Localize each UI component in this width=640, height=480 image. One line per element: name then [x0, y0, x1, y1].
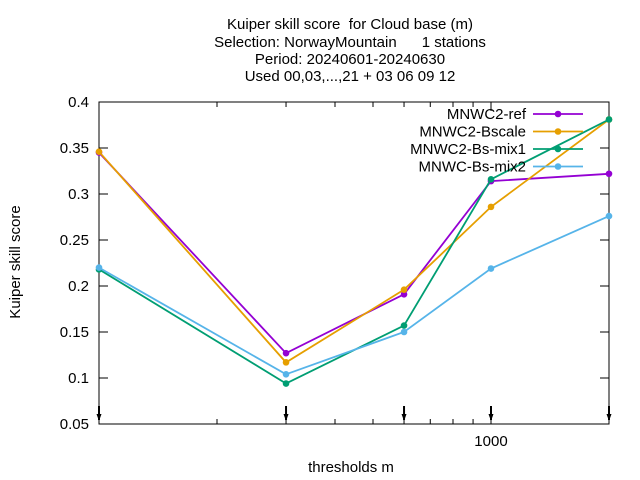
data-point: [605, 170, 613, 178]
plot-frame: [98, 101, 610, 425]
series-MNWC2-ref: [95, 149, 613, 357]
data-point: [400, 290, 408, 298]
legend-swatch-point: [554, 128, 562, 135]
series-layer: [95, 116, 613, 387]
data-point: [487, 175, 495, 183]
threshold-marker-arrow: [488, 414, 494, 421]
y-tick-label: 0.05: [60, 416, 89, 433]
legend-entry: MNWC2-Bs-mix1: [410, 141, 583, 158]
data-point: [487, 203, 495, 211]
data-point: [282, 371, 290, 378]
title-line-2: Selection: NorwayMountain 1 stations: [214, 34, 486, 51]
legend-label: MNWC2-Bs-mix1: [410, 141, 526, 158]
x-axis: 1000: [96, 102, 612, 450]
y-tick-label: 0.15: [60, 324, 89, 341]
series-MNWC2-Bs-mix1: [95, 116, 613, 387]
series-MNWC2-Bscale: [95, 116, 613, 366]
y-tick-label: 0.4: [68, 94, 89, 111]
legend-label: MNWC-Bs-mix2: [419, 159, 526, 176]
data-point: [605, 212, 613, 220]
legend-entry: MNWC2-ref: [447, 106, 583, 123]
series-line: [98, 118, 610, 364]
data-point: [282, 349, 290, 357]
title-line-3: Period: 20240601-20240630: [254, 51, 446, 68]
threshold-marker-arrow: [96, 414, 102, 421]
data-point: [95, 264, 103, 271]
data-point: [400, 286, 408, 293]
title-line-1: Kuiper skill score for Cloud base (m): [227, 16, 473, 33]
series-line: [98, 151, 610, 355]
legend-entry: MNWC2-Bscale: [419, 124, 583, 141]
series-line: [98, 215, 610, 376]
y-axis: 0.05 0.1 0.15 0.2 0.25 0.3 0.35 0.4: [60, 94, 609, 433]
data-point: [95, 148, 103, 155]
y-tick-label: 0.35: [60, 140, 89, 157]
x-axis-label: thresholds m: [308, 459, 394, 476]
data-point: [282, 359, 290, 366]
y-tick-label: 0.25: [60, 232, 89, 249]
legend-swatch-point: [554, 163, 562, 170]
data-point: [400, 322, 408, 329]
title-line-4: Used 00,03,...,21 + 03 06 09 12: [244, 68, 456, 85]
y-tick-label: 0.3: [68, 186, 89, 203]
x-tick-label: 1000: [474, 433, 507, 450]
legend-label: MNWC2-ref: [447, 106, 527, 123]
series-MNWC-Bs-mix2: [95, 212, 613, 378]
threshold-marker-arrow: [606, 414, 612, 421]
legend-swatch-point: [554, 110, 562, 118]
y-tick-label: 0.2: [68, 278, 89, 295]
series-line: [98, 118, 610, 385]
data-point: [605, 116, 613, 123]
data-point: [400, 328, 408, 336]
y-tick-label: 0.1: [68, 370, 89, 387]
threshold-marker-arrow: [401, 414, 407, 421]
data-point: [487, 265, 495, 272]
threshold-marker-arrow: [283, 414, 289, 421]
legend: MNWC2-refMNWC2-BscaleMNWC2-Bs-mix1MNWC-B…: [410, 106, 583, 176]
legend-swatch-point: [554, 145, 562, 153]
y-axis-label: Kuiper skill score: [7, 205, 24, 318]
legend-label: MNWC2-Bscale: [419, 124, 526, 141]
data-point: [282, 380, 290, 387]
legend-entry: MNWC-Bs-mix2: [419, 159, 583, 176]
